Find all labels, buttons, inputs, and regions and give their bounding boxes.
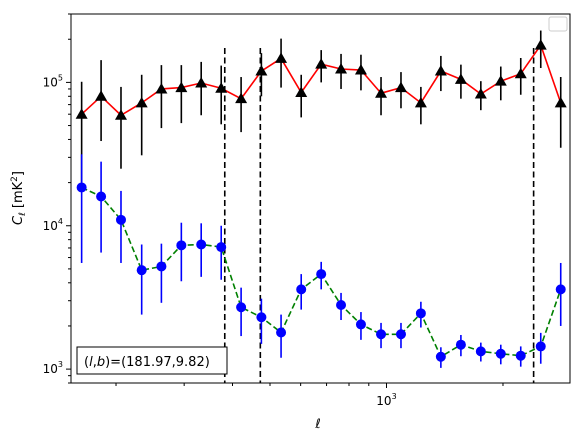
markers (75, 39, 567, 362)
plot-frame (70, 13, 571, 384)
series-2-point-23 (515, 350, 526, 361)
series-1-point-2 (95, 90, 108, 101)
x-tick-label-1: 103 (376, 392, 396, 408)
x-axis-label: ℓ (314, 417, 320, 432)
vertical-lines (223, 48, 535, 383)
series-2-point-18 (415, 308, 426, 319)
series-2-point-5 (156, 261, 167, 272)
series-2-point-22 (495, 348, 506, 359)
series-1-point-23 (514, 67, 527, 79)
series-1-point-20 (454, 73, 467, 84)
series-2-point-9 (236, 302, 247, 313)
series-1-point-1 (75, 108, 88, 119)
series-2-point-16 (376, 329, 387, 340)
series-1-point-16 (375, 87, 388, 98)
series-1-point-10 (255, 65, 268, 76)
x-axis-ticks: 103 (115, 383, 504, 408)
series-1-point-17 (394, 81, 407, 93)
legend-box (548, 16, 568, 32)
series-1-point-12 (295, 86, 308, 98)
series-1-point-6 (175, 81, 188, 93)
annotation-text: (l,b)=(181.97,9.82) (84, 355, 210, 370)
series-1-point-15 (354, 64, 367, 75)
series-1-point-4 (135, 96, 148, 108)
series-1-point-22 (494, 75, 507, 86)
series-2-point-7 (196, 239, 207, 250)
series-2-point-24 (535, 341, 546, 352)
series-2-point-21 (475, 346, 486, 357)
series-2-point-12 (296, 284, 307, 295)
series-1-point-13 (315, 58, 328, 69)
series-2-point-19 (435, 351, 446, 362)
series-1-point-18 (414, 96, 427, 108)
series-2-point-2 (96, 191, 107, 202)
series-1-point-21 (474, 87, 487, 99)
y-tick-label-3: 105 (43, 73, 63, 89)
series-1-point-25 (554, 96, 567, 108)
y-tick-label-2: 104 (43, 217, 63, 233)
y-tick-label-1: 103 (43, 360, 63, 376)
series-2-point-8 (216, 242, 227, 253)
series-1-point-7 (195, 77, 208, 88)
series-1-point-3 (114, 109, 127, 120)
series-2-point-15 (355, 319, 366, 330)
series-2-point-4 (136, 265, 147, 276)
y-axis-label: Cℓ [mK2] (10, 171, 28, 225)
series-2-point-1 (76, 182, 87, 193)
series-2-point-10 (256, 312, 267, 323)
series-1-point-24 (534, 39, 547, 50)
y-axis-ticks: 103 104 105 (43, 13, 71, 384)
series-1-point-19 (434, 65, 447, 76)
series-1-point-11 (275, 52, 288, 63)
series-1-point-5 (155, 82, 168, 94)
series-2-point-3 (115, 214, 126, 225)
series-1-point-14 (335, 63, 348, 74)
series-2-point-20 (455, 339, 466, 350)
series-2-point-11 (276, 327, 287, 338)
series-2-point-17 (395, 329, 406, 340)
annotation-box: (l,b)=(181.97,9.82) (76, 346, 228, 375)
series-1-point-8 (215, 82, 228, 93)
series-2-point-14 (336, 300, 347, 311)
series-1-point-9 (235, 92, 248, 104)
series-2-point-25 (555, 284, 566, 295)
series-2-point-6 (176, 240, 187, 251)
series-2-point-13 (316, 269, 327, 280)
